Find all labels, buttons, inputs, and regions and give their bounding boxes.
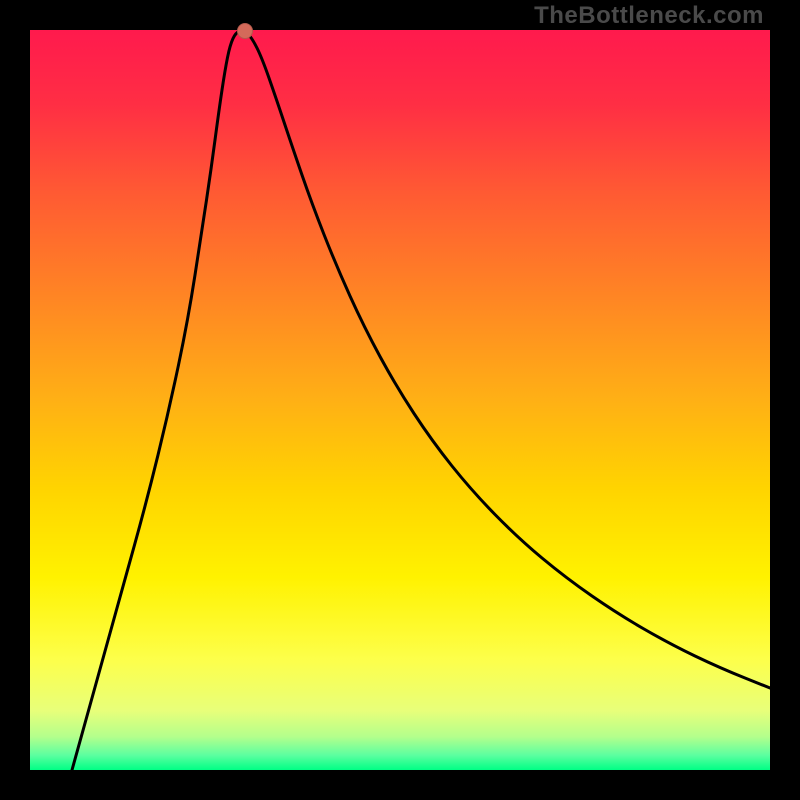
- plot-area: [30, 30, 770, 770]
- chart-frame: [30, 30, 770, 770]
- bottleneck-curve: [30, 30, 770, 770]
- optimal-point-marker: [237, 23, 253, 39]
- watermark-text: TheBottleneck.com: [534, 2, 764, 30]
